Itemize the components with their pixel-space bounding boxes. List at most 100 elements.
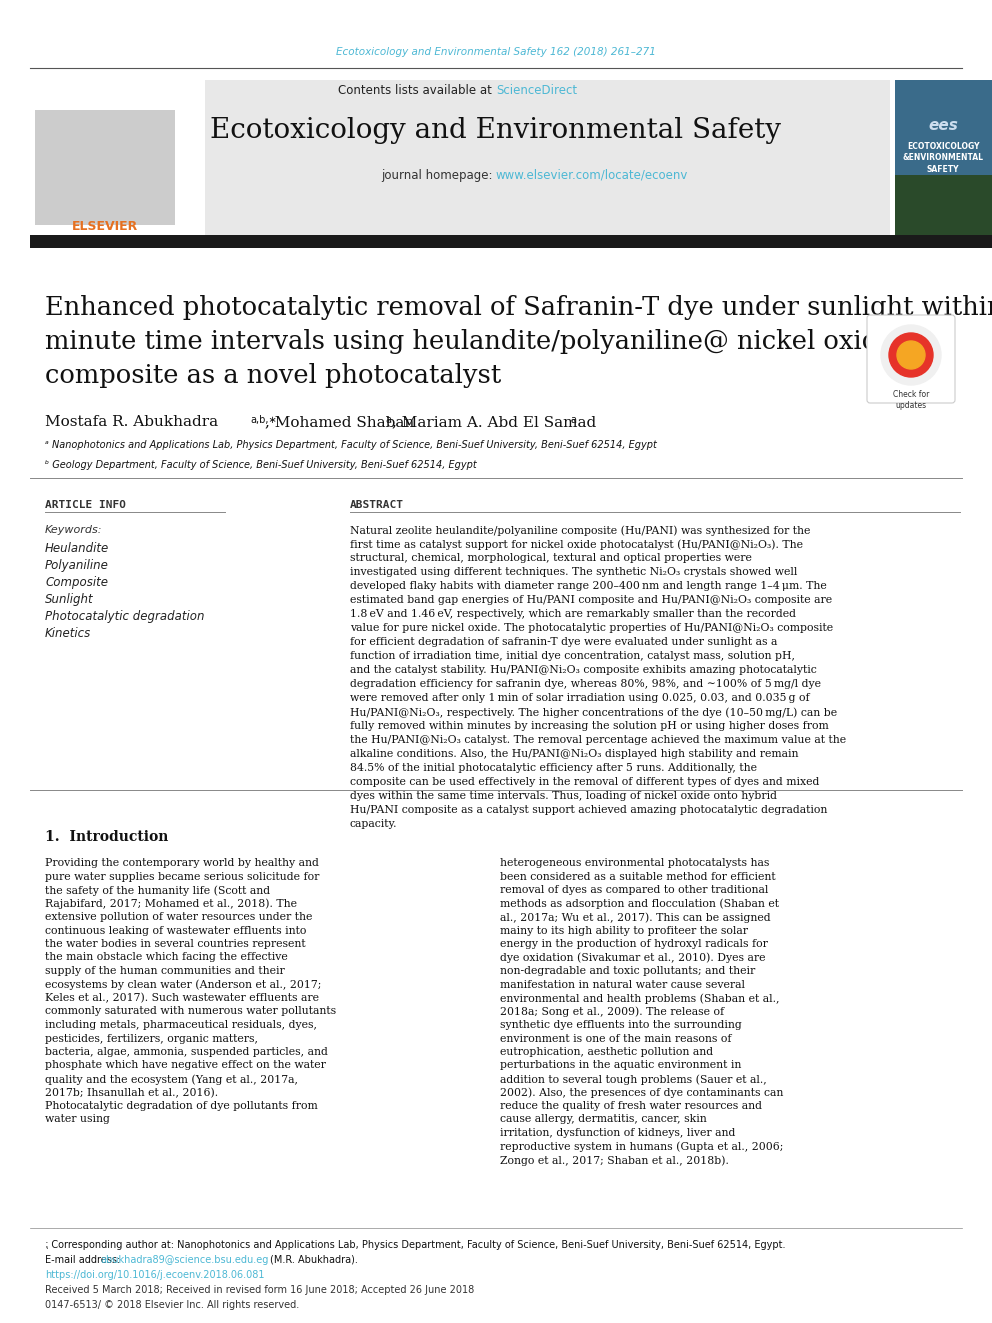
- Text: abukhadra89@science.bsu.edu.eg: abukhadra89@science.bsu.edu.eg: [100, 1256, 269, 1265]
- Text: Hu/PANI@Ni₂O₃, respectively. The higher concentrations of the dye (10–50 mg/L) c: Hu/PANI@Ni₂O₃, respectively. The higher …: [350, 706, 837, 717]
- Text: commonly saturated with numerous water pollutants: commonly saturated with numerous water p…: [45, 1007, 336, 1016]
- Text: the Hu/PANI@Ni₂O₃ catalyst. The removal percentage achieved the maximum value at: the Hu/PANI@Ni₂O₃ catalyst. The removal …: [350, 736, 846, 745]
- Text: 84.5% of the initial photocatalytic efficiency after 5 runs. Additionally, the: 84.5% of the initial photocatalytic effi…: [350, 763, 757, 773]
- Text: ecosystems by clean water (Anderson et al., 2017;: ecosystems by clean water (Anderson et a…: [45, 979, 321, 990]
- Circle shape: [881, 325, 941, 385]
- Text: irritation, dysfunction of kidneys, liver and: irritation, dysfunction of kidneys, live…: [500, 1129, 735, 1138]
- Text: continuous leaking of wastewater effluents into: continuous leaking of wastewater effluen…: [45, 926, 307, 935]
- Text: Sunlight: Sunlight: [45, 593, 93, 606]
- Text: Kinetics: Kinetics: [45, 627, 91, 640]
- Text: including metals, pharmaceutical residuals, dyes,: including metals, pharmaceutical residua…: [45, 1020, 317, 1031]
- Text: Composite: Composite: [45, 576, 108, 589]
- Text: Keywords:: Keywords:: [45, 525, 102, 534]
- Text: https://doi.org/10.1016/j.ecoenv.2018.06.081: https://doi.org/10.1016/j.ecoenv.2018.06…: [45, 1270, 265, 1279]
- Text: 2018a; Song et al., 2009). The release of: 2018a; Song et al., 2009). The release o…: [500, 1007, 724, 1017]
- Text: a,b,∗: a,b,∗: [250, 415, 277, 425]
- Text: addition to several tough problems (Sauer et al.,: addition to several tough problems (Saue…: [500, 1074, 767, 1085]
- Text: reduce the quality of fresh water resources and: reduce the quality of fresh water resour…: [500, 1101, 762, 1111]
- Text: 0147-6513/ © 2018 Elsevier Inc. All rights reserved.: 0147-6513/ © 2018 Elsevier Inc. All righ…: [45, 1301, 300, 1310]
- Text: been considered as a suitable method for efficient: been considered as a suitable method for…: [500, 872, 776, 881]
- Text: estimated band gap energies of Hu/PANI composite and Hu/PANI@Ni₂O₃ composite are: estimated band gap energies of Hu/PANI c…: [350, 595, 832, 605]
- Text: the water bodies in several countries represent: the water bodies in several countries re…: [45, 939, 306, 949]
- FancyBboxPatch shape: [867, 315, 955, 404]
- Text: journal homepage:: journal homepage:: [381, 168, 496, 181]
- Text: a: a: [570, 415, 576, 425]
- Text: , Mariam A. Abd El Samad: , Mariam A. Abd El Samad: [392, 415, 596, 429]
- Text: cause allergy, dermatitis, cancer, skin: cause allergy, dermatitis, cancer, skin: [500, 1114, 706, 1125]
- Text: water using: water using: [45, 1114, 110, 1125]
- Text: www.elsevier.com/locate/ecoenv: www.elsevier.com/locate/ecoenv: [496, 168, 688, 181]
- Circle shape: [889, 333, 933, 377]
- Text: for efficient degradation of safranin-T dye were evaluated under sunlight as a: for efficient degradation of safranin-T …: [350, 636, 778, 647]
- Text: non-degradable and toxic pollutants; and their: non-degradable and toxic pollutants; and…: [500, 966, 755, 976]
- Text: 1.8 eV and 1.46 eV, respectively, which are remarkably smaller than the recorded: 1.8 eV and 1.46 eV, respectively, which …: [350, 609, 796, 619]
- FancyBboxPatch shape: [35, 110, 175, 225]
- Text: Check for
updates: Check for updates: [893, 390, 930, 410]
- Text: Hu/PANI composite as a catalyst support achieved amazing photocatalytic degradat: Hu/PANI composite as a catalyst support …: [350, 804, 827, 815]
- Text: developed flaky habits with diameter range 200–400 nm and length range 1–4 μm. T: developed flaky habits with diameter ran…: [350, 581, 826, 591]
- Text: ees: ees: [929, 118, 958, 132]
- Text: value for pure nickel oxide. The photocatalytic properties of Hu/PANI@Ni₂O₃ comp: value for pure nickel oxide. The photoca…: [350, 623, 833, 632]
- FancyBboxPatch shape: [30, 235, 992, 247]
- Text: dye oxidation (Sivakumar et al., 2010). Dyes are: dye oxidation (Sivakumar et al., 2010). …: [500, 953, 766, 963]
- Text: fully removed within minutes by increasing the solution pH or using higher doses: fully removed within minutes by increasi…: [350, 721, 828, 732]
- Text: environmental and health problems (Shaban et al.,: environmental and health problems (Shaba…: [500, 994, 780, 1004]
- Text: reproductive system in humans (Gupta et al., 2006;: reproductive system in humans (Gupta et …: [500, 1142, 784, 1152]
- Text: Enhanced photocatalytic removal of Safranin-T dye under sunlight within
minute t: Enhanced photocatalytic removal of Safra…: [45, 295, 992, 388]
- Text: Contents lists available at: Contents lists available at: [338, 83, 496, 97]
- Text: ELSEVIER: ELSEVIER: [71, 221, 138, 233]
- Text: Mostafa R. Abukhadra: Mostafa R. Abukhadra: [45, 415, 218, 429]
- FancyBboxPatch shape: [895, 79, 992, 235]
- Text: pesticides, fertilizers, organic matters,: pesticides, fertilizers, organic matters…: [45, 1033, 258, 1044]
- Text: pure water supplies became serious solicitude for: pure water supplies became serious solic…: [45, 872, 319, 881]
- Text: phosphate which have negative effect on the water: phosphate which have negative effect on …: [45, 1061, 326, 1070]
- Text: environment is one of the main reasons of: environment is one of the main reasons o…: [500, 1033, 731, 1044]
- Text: mainy to its high ability to profiteer the solar: mainy to its high ability to profiteer t…: [500, 926, 748, 935]
- Text: Zongo et al., 2017; Shaban et al., 2018b).: Zongo et al., 2017; Shaban et al., 2018b…: [500, 1155, 729, 1166]
- Text: extensive pollution of water resources under the: extensive pollution of water resources u…: [45, 912, 312, 922]
- Text: ECOTOXICOLOGY
&ENVIRONMENTAL
SAFETY: ECOTOXICOLOGY &ENVIRONMENTAL SAFETY: [903, 142, 983, 175]
- Text: structural, chemical, morphological, textural and optical properties were: structural, chemical, morphological, tex…: [350, 553, 752, 564]
- Text: investigated using different techniques. The synthetic Ni₂O₃ crystals showed wel: investigated using different techniques.…: [350, 568, 798, 577]
- Text: Natural zeolite heulandite/polyaniline composite (Hu/PANI) was synthesized for t: Natural zeolite heulandite/polyaniline c…: [350, 525, 810, 536]
- Text: ⁏ Corresponding author at: Nanophotonics and Applications Lab, Physics Departmen: ⁏ Corresponding author at: Nanophotonics…: [45, 1240, 786, 1250]
- Text: E-mail address:: E-mail address:: [45, 1256, 123, 1265]
- Circle shape: [897, 341, 925, 369]
- Text: function of irradiation time, initial dye concentration, catalyst mass, solution: function of irradiation time, initial dy…: [350, 651, 795, 662]
- Text: bacteria, algae, ammonia, suspended particles, and: bacteria, algae, ammonia, suspended part…: [45, 1046, 328, 1057]
- Text: Photocatalytic degradation of dye pollutants from: Photocatalytic degradation of dye pollut…: [45, 1101, 317, 1111]
- Text: supply of the human communities and their: supply of the human communities and thei…: [45, 966, 285, 976]
- Text: quality and the ecosystem (Yang et al., 2017a,: quality and the ecosystem (Yang et al., …: [45, 1074, 298, 1085]
- Text: Photocatalytic degradation: Photocatalytic degradation: [45, 610, 204, 623]
- Text: Heulandite: Heulandite: [45, 542, 109, 556]
- Text: Received 5 March 2018; Received in revised form 16 June 2018; Accepted 26 June 2: Received 5 March 2018; Received in revis…: [45, 1285, 474, 1295]
- Text: eutrophication, aesthetic pollution and: eutrophication, aesthetic pollution and: [500, 1046, 713, 1057]
- Text: Polyaniline: Polyaniline: [45, 560, 109, 572]
- Text: manifestation in natural water cause several: manifestation in natural water cause sev…: [500, 979, 745, 990]
- Text: Keles et al., 2017). Such wastewater effluents are: Keles et al., 2017). Such wastewater eff…: [45, 994, 319, 1003]
- Text: and the catalyst stability. Hu/PANI@Ni₂O₃ composite exhibits amazing photocataly: and the catalyst stability. Hu/PANI@Ni₂O…: [350, 665, 816, 675]
- FancyBboxPatch shape: [895, 175, 992, 235]
- Text: the safety of the humanity life (Scott and: the safety of the humanity life (Scott a…: [45, 885, 270, 896]
- Text: heterogeneous environmental photocatalysts has: heterogeneous environmental photocatalys…: [500, 859, 770, 868]
- Text: ScienceDirect: ScienceDirect: [496, 83, 577, 97]
- Text: energy in the production of hydroxyl radicals for: energy in the production of hydroxyl rad…: [500, 939, 768, 949]
- Text: the main obstacle which facing the effective: the main obstacle which facing the effec…: [45, 953, 288, 963]
- Text: 1.  Introduction: 1. Introduction: [45, 830, 169, 844]
- Text: Ecotoxicology and Environmental Safety 162 (2018) 261–271: Ecotoxicology and Environmental Safety 1…: [336, 48, 656, 57]
- Text: a: a: [385, 415, 391, 425]
- Text: first time as catalyst support for nickel oxide photocatalyst (Hu/PANI@Ni₂O₃). T: first time as catalyst support for nicke…: [350, 538, 803, 549]
- Text: composite can be used effectively in the removal of different types of dyes and : composite can be used effectively in the…: [350, 777, 819, 787]
- Text: ARTICLE INFO: ARTICLE INFO: [45, 500, 126, 509]
- Text: perturbations in the aquatic environment in: perturbations in the aquatic environment…: [500, 1061, 741, 1070]
- Text: degradation efficiency for safranin dye, whereas 80%, 98%, and ∼100% of 5 mg/l d: degradation efficiency for safranin dye,…: [350, 679, 821, 689]
- Text: al., 2017a; Wu et al., 2017). This can be assigned: al., 2017a; Wu et al., 2017). This can b…: [500, 912, 771, 922]
- Text: capacity.: capacity.: [350, 819, 398, 830]
- Text: ᵇ Geology Department, Faculty of Science, Beni-Suef University, Beni-Suef 62514,: ᵇ Geology Department, Faculty of Science…: [45, 460, 477, 470]
- Text: alkaline conditions. Also, the Hu/PANI@Ni₂O₃ displayed high stability and remain: alkaline conditions. Also, the Hu/PANI@N…: [350, 749, 799, 759]
- Text: 2002). Also, the presences of dye contaminants can: 2002). Also, the presences of dye contam…: [500, 1088, 784, 1098]
- Text: ᵃ Nanophotonics and Applications Lab, Physics Department, Faculty of Science, Be: ᵃ Nanophotonics and Applications Lab, Ph…: [45, 441, 657, 450]
- Text: ABSTRACT: ABSTRACT: [350, 500, 404, 509]
- Text: removal of dyes as compared to other traditional: removal of dyes as compared to other tra…: [500, 885, 769, 894]
- Text: were removed after only 1 min of solar irradiation using 0.025, 0.03, and 0.035 : were removed after only 1 min of solar i…: [350, 693, 809, 703]
